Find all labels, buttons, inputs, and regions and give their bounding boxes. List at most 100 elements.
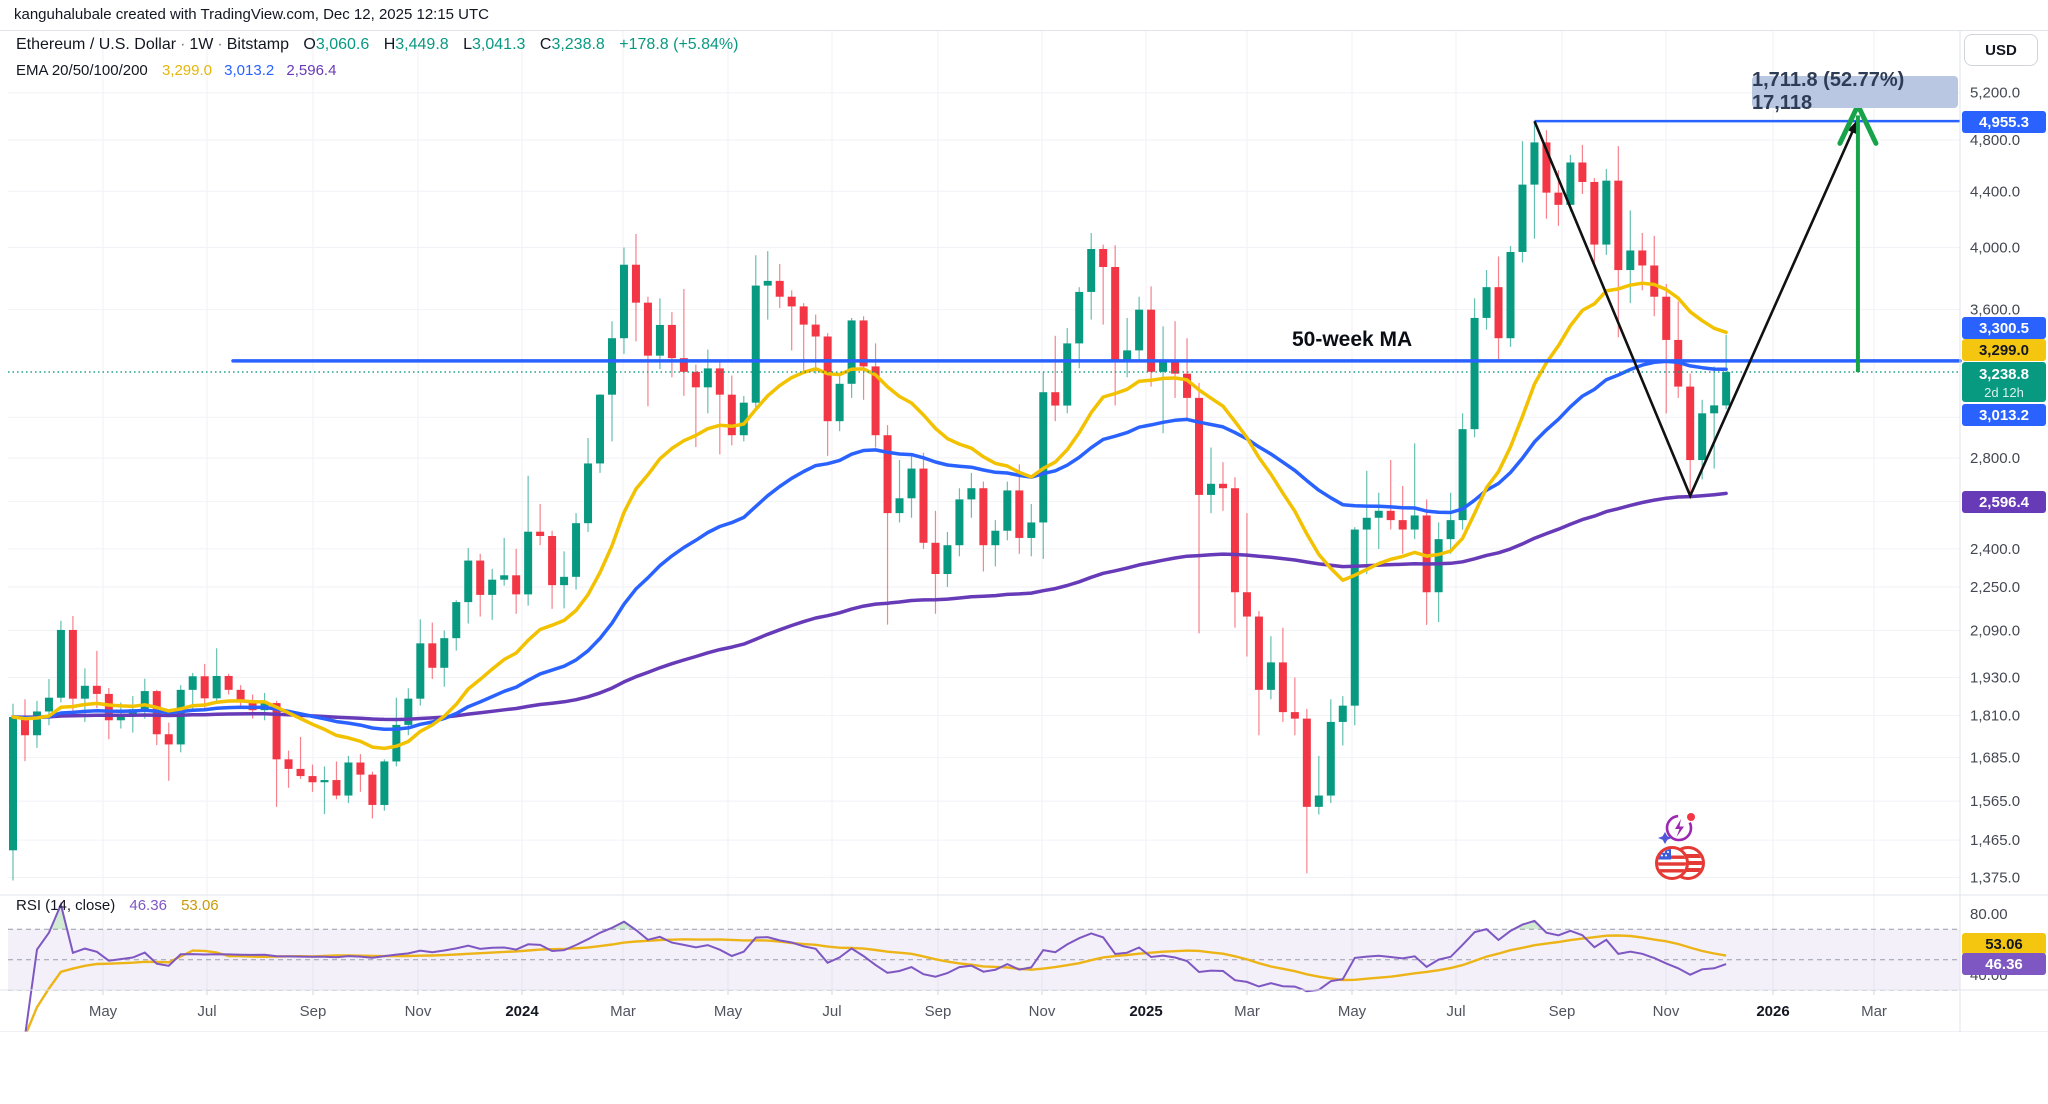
candle bbox=[1314, 795, 1323, 807]
candle bbox=[1362, 517, 1371, 530]
candle bbox=[763, 280, 772, 286]
open-letter: O bbox=[303, 36, 316, 53]
candle bbox=[955, 499, 964, 546]
currency-button[interactable]: USD bbox=[1964, 34, 2038, 66]
svg-text:3,300.5: 3,300.5 bbox=[1979, 320, 2029, 337]
candle bbox=[1494, 287, 1503, 339]
candle bbox=[967, 488, 976, 500]
candle bbox=[631, 264, 640, 303]
candle bbox=[1698, 413, 1707, 461]
candle bbox=[931, 542, 940, 575]
candle bbox=[116, 714, 125, 721]
candle bbox=[1171, 361, 1180, 374]
ai-lightning-event-icon[interactable] bbox=[1658, 808, 1698, 848]
time-axis-label: May bbox=[714, 1003, 743, 1020]
candle bbox=[356, 762, 365, 775]
candle bbox=[883, 435, 892, 514]
candle bbox=[452, 602, 461, 639]
svg-text:4,955.3: 4,955.3 bbox=[1979, 114, 2029, 131]
svg-text:3,238.8: 3,238.8 bbox=[1979, 366, 2029, 383]
svg-text:3,299.0: 3,299.0 bbox=[1979, 342, 2029, 359]
time-axis-label: 2026 bbox=[1756, 1003, 1789, 1020]
candle bbox=[212, 675, 221, 699]
axes[interactable]: May Jul Sep Nov 2024 Mar May Jul Sep Nov 2025 Mar Ma… bbox=[0, 31, 2048, 1033]
candle bbox=[1710, 405, 1719, 414]
user-drawings[interactable] bbox=[8, 99, 1962, 500]
candle bbox=[739, 402, 748, 436]
candle bbox=[572, 523, 581, 577]
topbar-separator bbox=[0, 30, 2048, 31]
time-axis-label: Jul bbox=[197, 1003, 216, 1020]
footer-bar: TradingView bbox=[0, 1032, 2048, 1104]
svg-text:3,013.2: 3,013.2 bbox=[1979, 407, 2029, 424]
time-axis-label: Nov bbox=[1029, 1003, 1056, 1020]
symbol-legend[interactable]: Ethereum / U.S. Dollar · 1W · Bitstamp O3,06… bbox=[16, 36, 739, 53]
time-axis-label: Nov bbox=[1653, 1003, 1680, 1020]
rsi-axis-label: 80.00 bbox=[1970, 906, 2008, 923]
price-axis-label: 4,400.0 bbox=[1970, 183, 2020, 200]
low-letter: L bbox=[463, 36, 473, 53]
symbol-title[interactable]: Ethereum / U.S. Dollar bbox=[16, 36, 177, 53]
price-axis-label: 1,465.0 bbox=[1970, 832, 2020, 849]
candle bbox=[1506, 251, 1515, 339]
candle bbox=[1075, 291, 1084, 344]
rsi-line bbox=[13, 901, 1727, 1037]
candle bbox=[548, 536, 557, 586]
candle bbox=[1626, 250, 1635, 271]
rsi-ma-value: 53.06 bbox=[181, 897, 219, 914]
price-tag bbox=[1962, 404, 2046, 426]
candle bbox=[667, 324, 676, 359]
candle bbox=[1278, 662, 1287, 713]
candle bbox=[104, 693, 113, 721]
candle bbox=[1039, 392, 1048, 523]
rsi-title[interactable]: RSI (14, close) bbox=[16, 897, 116, 914]
exchange-label: Bitstamp bbox=[226, 36, 289, 53]
candle bbox=[1590, 181, 1599, 245]
candle bbox=[835, 383, 844, 422]
ema-legend-title[interactable]: EMA 20/50/100/200 bbox=[16, 62, 148, 79]
candle bbox=[727, 394, 736, 436]
trendline-arrowhead bbox=[1847, 119, 1858, 135]
price-axis-label: 1,685.0 bbox=[1970, 750, 2020, 767]
candle bbox=[224, 675, 233, 690]
ema-legend[interactable]: EMA 20/50/100/200 3,299.0 3,013.2 2,596.… bbox=[16, 62, 336, 79]
rsi-legend[interactable]: RSI (14, close) 46.36 53.06 bbox=[16, 897, 219, 914]
candle bbox=[1458, 429, 1467, 521]
candle bbox=[488, 579, 497, 595]
ema20-line bbox=[11, 281, 1728, 751]
candle bbox=[20, 716, 29, 736]
price-axis-label: 2,250.0 bbox=[1970, 579, 2020, 596]
candle bbox=[476, 560, 485, 595]
candle bbox=[1554, 192, 1563, 205]
candle bbox=[1662, 296, 1671, 340]
candle bbox=[643, 302, 652, 356]
candle bbox=[9, 716, 17, 851]
ema-lines bbox=[11, 281, 1728, 751]
candle bbox=[1338, 705, 1347, 722]
candle bbox=[1638, 250, 1647, 266]
attribution-text: kanguhalubale created with TradingView.c… bbox=[14, 6, 490, 23]
price-axis-label: 2,090.0 bbox=[1970, 622, 2020, 639]
time-axis-label: Mar bbox=[610, 1003, 636, 1020]
v-trendline[interactable] bbox=[1533, 118, 1860, 500]
us-flag-economic-events-icon[interactable] bbox=[1652, 842, 1708, 886]
measure-annotation[interactable]: 1,711.8 (52.77%) 17,118 bbox=[1752, 69, 1958, 114]
candle bbox=[1135, 309, 1144, 351]
candle bbox=[1542, 142, 1551, 193]
price-axis-label: 4,000.0 bbox=[1970, 240, 2020, 257]
fifty-week-ma-label[interactable]: 50-week MA bbox=[1292, 328, 1413, 351]
candle bbox=[1242, 592, 1251, 617]
rsi-value: 46.36 bbox=[129, 897, 167, 914]
interval-label[interactable]: 1W bbox=[189, 36, 214, 53]
open-value: 3,060.6 bbox=[315, 36, 370, 53]
candle bbox=[464, 560, 473, 603]
change-value: +178.8 (+5.84%) bbox=[619, 36, 739, 53]
rsi-lines bbox=[13, 901, 1727, 1038]
candle bbox=[500, 575, 509, 580]
candle bbox=[919, 468, 928, 543]
price-tag bbox=[1962, 317, 2046, 339]
high-letter: H bbox=[383, 36, 396, 53]
candle bbox=[236, 689, 245, 701]
